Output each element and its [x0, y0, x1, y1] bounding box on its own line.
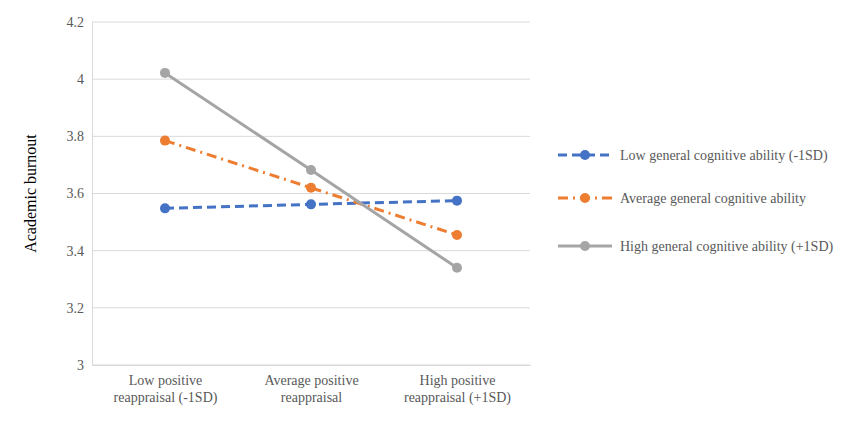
y-tick: 4.2 — [67, 15, 93, 30]
y-tick-label: 3.6 — [67, 186, 85, 201]
legend-item: Average general cognitive ability — [558, 191, 806, 206]
grid-line — [92, 193, 530, 194]
series-marker — [452, 230, 462, 240]
grid-line — [92, 365, 530, 366]
y-axis: 3 3.2 3.4 3.6 3.8 4 4.2 — [67, 15, 93, 373]
chart: 3 3.2 3.4 3.6 3.8 4 4.2 Low positive reappraisal… — [0, 0, 856, 428]
y-tick-label: 3.4 — [67, 244, 85, 259]
series-marker — [452, 196, 462, 206]
series-line — [165, 141, 457, 235]
series-marker — [160, 136, 170, 146]
text-line: Average positive — [264, 373, 358, 388]
y-axis-line — [92, 23, 93, 366]
legend-marker — [580, 150, 590, 160]
x-tick-label: Average positive reappraisal — [264, 373, 358, 406]
y-tick: 4 — [77, 72, 92, 87]
y-tick: 3.4 — [67, 244, 93, 259]
grid-line — [92, 136, 530, 137]
x-axis: Low positive reappraisal (-1SD) Average po… — [93, 365, 531, 406]
legend-item: Low general cognitive ability (-1SD) — [558, 148, 828, 164]
legend-label: Average general cognitive ability — [620, 191, 806, 206]
x-axis-line — [93, 365, 531, 366]
y-tick: 3.6 — [67, 186, 93, 201]
grid-line — [92, 79, 530, 80]
grid-line — [92, 22, 530, 23]
text-line: High positive — [420, 373, 496, 388]
y-axis-title: Academic burnout — [22, 134, 39, 253]
text-line: Low positive — [129, 373, 203, 388]
legend: Low general cognitive ability (-1SD) Aver… — [558, 148, 834, 255]
y-tick-label: 3.2 — [67, 301, 85, 316]
y-tick: 3.2 — [67, 301, 93, 316]
grid — [92, 22, 530, 365]
x-tick: High positive reappraisal (+1SD) — [404, 365, 511, 406]
grid-line — [92, 307, 530, 308]
grid-line — [92, 250, 530, 251]
series-marker — [160, 203, 170, 213]
text-line: reappraisal (+1SD) — [404, 390, 511, 406]
legend-label: Low general cognitive ability (-1SD) — [620, 148, 828, 164]
y-tick-label: 4 — [77, 72, 84, 87]
series-marker — [452, 263, 462, 273]
plot-area — [160, 68, 462, 273]
series-line — [165, 73, 457, 268]
text-line: reappraisal — [281, 390, 343, 405]
text-line: Low general cognitive ability (-1SD) — [620, 148, 828, 164]
y-tick: 3 — [77, 358, 92, 373]
x-tick-label: Low positive reappraisal (-1SD) — [114, 373, 218, 407]
legend-marker — [580, 193, 590, 203]
x-tick: Low positive reappraisal (-1SD) — [114, 365, 218, 406]
text-line: Average general cognitive ability — [620, 191, 806, 206]
y-tick: 3.8 — [67, 129, 93, 144]
text-line: reappraisal (-1SD) — [114, 390, 218, 406]
y-tick-label: 3.8 — [67, 129, 85, 144]
y-tick-label: 4.2 — [67, 15, 85, 30]
x-tick: Average positive reappraisal — [264, 365, 358, 405]
series-marker — [306, 199, 316, 209]
text-line: High general cognitive ability (+1SD) — [620, 239, 834, 255]
x-tick-label: High positive reappraisal (+1SD) — [404, 373, 511, 407]
legend-item: High general cognitive ability (+1SD) — [558, 239, 834, 255]
legend-label: High general cognitive ability (+1SD) — [620, 239, 834, 255]
series-marker — [160, 68, 170, 78]
y-tick-label: 3 — [77, 358, 84, 373]
series-marker — [306, 165, 316, 175]
series-marker — [306, 183, 316, 193]
legend-marker — [580, 241, 590, 251]
